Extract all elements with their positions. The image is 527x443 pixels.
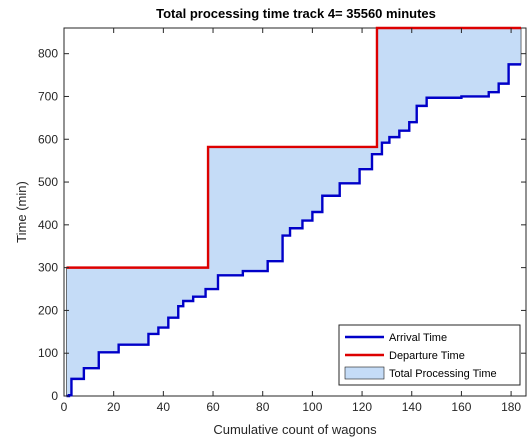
x-axis-label: Cumulative count of wagons (213, 422, 377, 437)
x-axis: 0 20 40 60 80 100 120 140 160 180 (61, 28, 521, 414)
y-tick-label: 700 (38, 89, 58, 103)
y-tick-label: 800 (38, 47, 58, 61)
y-tick-label: 300 (38, 261, 58, 275)
x-tick-label: 180 (501, 400, 521, 414)
departure-time-line (66, 26, 522, 269)
plot-area (63, 26, 527, 398)
x-tick-label: 0 (61, 400, 68, 414)
legend-area-label: Total Processing Time (389, 368, 497, 380)
y-tick-label: 500 (38, 175, 58, 189)
arrival-time-line (66, 63, 522, 398)
y-tick-label: 200 (38, 303, 58, 317)
x-tick-label: 80 (256, 400, 270, 414)
x-tick-label: 20 (107, 400, 121, 414)
x-tick-label: 140 (402, 400, 422, 414)
x-tick-label: 60 (206, 400, 220, 414)
y-axis: 0 100 200 300 400 500 600 700 800 (38, 47, 526, 403)
chart-title: Total processing time track 4= 35560 min… (156, 6, 436, 21)
y-tick-label: 0 (51, 389, 58, 403)
legend: Arrival Time Departure Time Total Proces… (338, 324, 521, 386)
y-axis-label: Time (min) (14, 181, 29, 243)
y-tick-label: 400 (38, 218, 58, 232)
legend-arrival-label: Arrival Time (389, 332, 447, 344)
legend-departure-label: Departure Time (389, 350, 465, 362)
y-tick-label: 100 (38, 346, 58, 360)
legend-area-swatch (344, 366, 385, 380)
y-tick-label: 600 (38, 132, 58, 146)
x-tick-label: 160 (451, 400, 471, 414)
x-tick-label: 40 (157, 400, 171, 414)
x-tick-label: 120 (352, 400, 372, 414)
x-tick-label: 100 (302, 400, 322, 414)
